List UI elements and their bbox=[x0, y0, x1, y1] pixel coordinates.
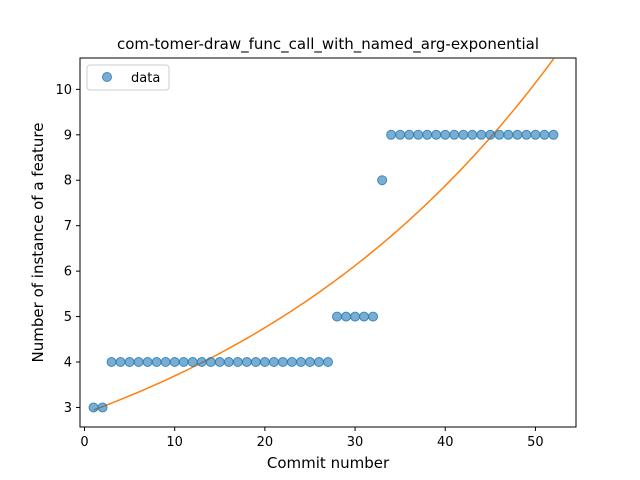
data-point bbox=[503, 129, 514, 140]
x-axis: 0 10 20 30 40 50 bbox=[80, 427, 544, 450]
legend-label-data: data bbox=[131, 71, 160, 86]
data-point bbox=[548, 129, 559, 140]
y-tick-label: 10 bbox=[55, 83, 72, 98]
data-point bbox=[449, 129, 460, 140]
data-point bbox=[232, 357, 243, 368]
data-point bbox=[205, 357, 216, 368]
data-point bbox=[133, 357, 144, 368]
data-point bbox=[341, 311, 352, 322]
y-tick-label: 8 bbox=[64, 174, 72, 189]
data-point bbox=[115, 357, 126, 368]
data-point bbox=[521, 129, 532, 140]
x-axis-label: Commit number bbox=[267, 454, 390, 472]
data-point bbox=[178, 357, 189, 368]
legend-marker-data bbox=[102, 72, 112, 82]
data-point bbox=[395, 129, 406, 140]
y-tick-label: 3 bbox=[64, 401, 72, 416]
fit-layer bbox=[93, 58, 555, 411]
x-tick-label: 50 bbox=[527, 435, 544, 450]
y-tick-label: 7 bbox=[64, 219, 72, 234]
y-tick-label: 6 bbox=[64, 265, 72, 280]
legend-box bbox=[86, 64, 170, 91]
data-point bbox=[214, 357, 225, 368]
data-point bbox=[512, 129, 523, 140]
data-point bbox=[413, 129, 424, 140]
y-axis: 3 4 5 6 7 8 9 10 bbox=[55, 83, 80, 416]
data-point bbox=[259, 357, 270, 368]
data-point bbox=[368, 311, 379, 322]
data-point bbox=[295, 357, 306, 368]
data-point bbox=[476, 129, 487, 140]
points-layer bbox=[88, 129, 559, 413]
data-point bbox=[124, 357, 135, 368]
plot-area bbox=[79, 57, 577, 428]
data-point bbox=[440, 129, 451, 140]
data-point bbox=[160, 357, 171, 368]
x-tick-label: 20 bbox=[257, 435, 274, 450]
data-point bbox=[277, 357, 288, 368]
data-point bbox=[404, 129, 415, 140]
data-point bbox=[458, 129, 469, 140]
data-point bbox=[377, 175, 388, 186]
data-point bbox=[97, 402, 108, 413]
data-point bbox=[169, 357, 180, 368]
data-point bbox=[187, 357, 198, 368]
data-point bbox=[350, 311, 361, 322]
legend: data bbox=[86, 64, 170, 91]
data-point bbox=[304, 357, 315, 368]
data-point bbox=[268, 357, 279, 368]
x-tick-label: 10 bbox=[166, 435, 183, 450]
data-point bbox=[467, 129, 478, 140]
chart-title: com-tomer-draw_func_call_with_named_arg-… bbox=[117, 35, 539, 54]
data-point bbox=[494, 129, 505, 140]
data-point bbox=[386, 129, 397, 140]
x-tick-label: 40 bbox=[437, 435, 454, 450]
y-axis-label: Number of instance of a feature bbox=[29, 123, 47, 363]
data-point bbox=[359, 311, 370, 322]
y-tick-label: 9 bbox=[64, 128, 72, 143]
data-point bbox=[241, 357, 252, 368]
data-point bbox=[250, 357, 261, 368]
data-point bbox=[151, 357, 162, 368]
data-point bbox=[323, 357, 333, 368]
x-tick-label: 0 bbox=[80, 435, 88, 450]
data-point bbox=[530, 129, 541, 140]
x-tick-label: 30 bbox=[347, 435, 364, 450]
y-tick-label: 5 bbox=[64, 310, 72, 325]
y-tick-label: 4 bbox=[64, 356, 72, 371]
data-point bbox=[223, 357, 234, 368]
data-point bbox=[196, 357, 207, 368]
data-point bbox=[88, 402, 99, 413]
data-point bbox=[332, 311, 343, 322]
data-point bbox=[106, 357, 117, 368]
data-point bbox=[485, 129, 496, 140]
data-point bbox=[313, 357, 324, 368]
data-point bbox=[286, 357, 297, 368]
data-point bbox=[422, 129, 433, 140]
data-point bbox=[142, 357, 153, 368]
fit-line bbox=[93, 58, 555, 411]
data-point bbox=[539, 129, 550, 140]
data-point bbox=[431, 129, 442, 140]
